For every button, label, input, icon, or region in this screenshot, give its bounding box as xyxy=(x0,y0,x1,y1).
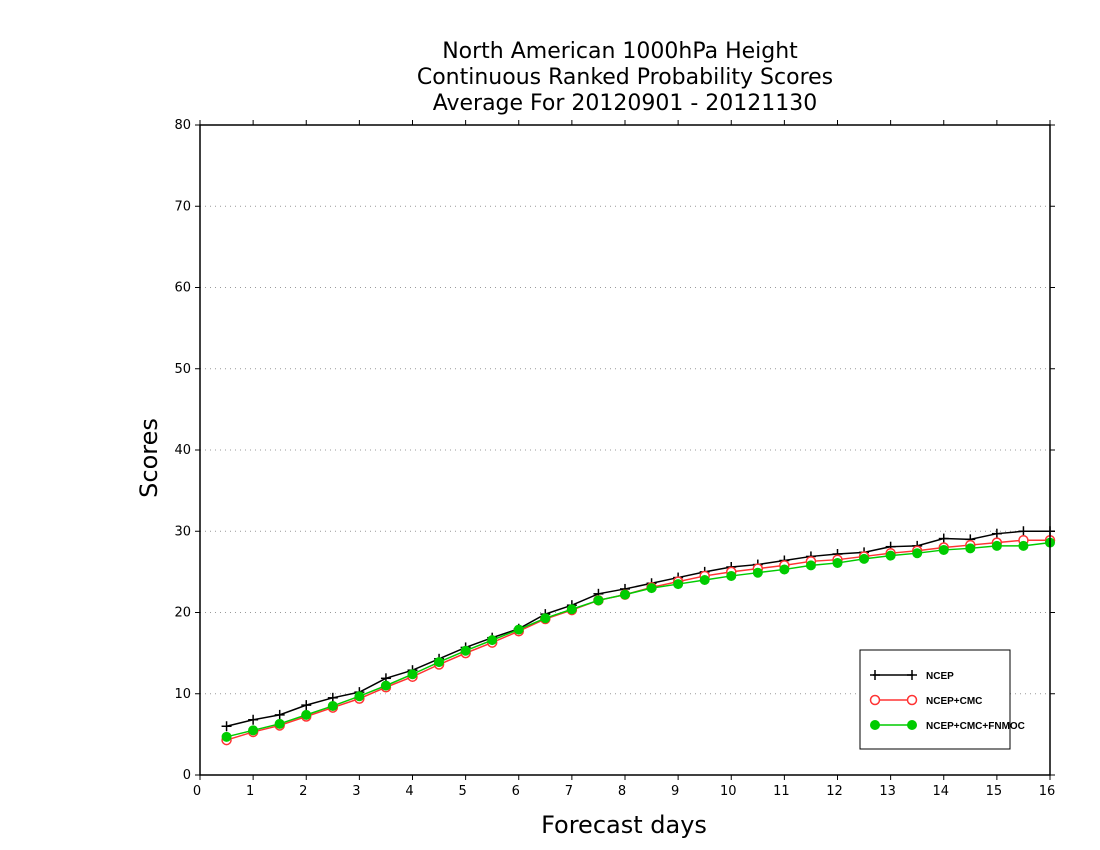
x-tick-label: 8 xyxy=(618,784,626,799)
x-tick-label: 0 xyxy=(193,784,201,799)
x-tick-label: 10 xyxy=(720,784,737,799)
legend-marker xyxy=(870,720,880,730)
x-tick-label: 3 xyxy=(352,784,360,799)
x-tick-label: 4 xyxy=(405,784,413,799)
data-point-ncep-cmc-fnmoc xyxy=(646,583,657,594)
data-point-ncep-cmc-fnmoc xyxy=(938,544,949,555)
y-axis-label: Scores xyxy=(135,418,163,498)
data-point-ncep-cmc-fnmoc xyxy=(805,560,816,571)
data-point-ncep xyxy=(938,533,949,544)
series-layer xyxy=(221,526,1056,746)
data-point-ncep-cmc-fnmoc xyxy=(327,700,338,711)
data-point-ncep-cmc-fnmoc xyxy=(965,543,976,554)
legend-label: NCEP xyxy=(926,671,954,682)
data-point-ncep-cmc-fnmoc xyxy=(752,567,763,578)
data-point-ncep-cmc-fnmoc xyxy=(1018,540,1029,551)
x-tick-label: 9 xyxy=(671,784,679,799)
data-point-ncep-cmc-fnmoc xyxy=(726,570,737,581)
x-tick-label: 13 xyxy=(879,784,896,799)
data-point-ncep-cmc-fnmoc xyxy=(991,540,1002,551)
y-tick-label: 30 xyxy=(174,524,191,539)
y-tick-label: 70 xyxy=(174,199,191,214)
legend-label: NCEP+CMC xyxy=(926,696,982,707)
series-ncep-cmc-fnmoc xyxy=(221,537,1055,742)
data-point-ncep-cmc-fnmoc xyxy=(354,691,365,702)
data-point-ncep xyxy=(248,714,259,725)
x-tick-label: 5 xyxy=(458,784,466,799)
data-point-ncep-cmc-fnmoc xyxy=(434,657,445,668)
data-point-ncep-cmc-fnmoc xyxy=(620,589,630,600)
legend-label: NCEP+CMC+FNMOC xyxy=(926,721,1025,732)
x-tick-label: 16 xyxy=(1039,784,1056,799)
legend-marker xyxy=(907,720,917,730)
legend-item-ncep: NCEP xyxy=(870,670,954,682)
chart-title: North American 1000hPa Height Continuous… xyxy=(417,39,833,116)
title-line-1: North American 1000hPa Height xyxy=(442,39,798,64)
legend: NCEP NCEP+CMC NCEP+CMC+FNMOC xyxy=(859,649,1025,750)
y-tick-label: 10 xyxy=(174,687,191,702)
data-point-ncep-cmc-fnmoc xyxy=(274,718,285,729)
data-point-ncep-cmc-fnmoc xyxy=(885,550,896,561)
data-point-ncep-cmc-fnmoc xyxy=(859,553,870,564)
data-point-ncep-cmc-fnmoc xyxy=(699,575,710,585)
data-point-ncep xyxy=(274,709,285,720)
x-tick-label: 1 xyxy=(246,784,254,799)
legend-item-ncep-cmc: NCEP+CMC xyxy=(869,694,982,707)
x-tick-label: 11 xyxy=(773,784,790,799)
title-line-3: Average For 20120901 - 20121130 xyxy=(433,91,818,116)
legend-marker xyxy=(907,670,917,680)
y-tick-label: 50 xyxy=(174,362,191,377)
data-point-ncep-cmc-fnmoc xyxy=(779,564,790,575)
data-point-ncep xyxy=(221,721,232,732)
data-point-ncep-cmc-fnmoc xyxy=(248,725,259,736)
gridlines xyxy=(200,205,1050,695)
legend-marker xyxy=(870,670,880,680)
data-point-ncep-cmc-fnmoc xyxy=(673,579,684,590)
x-tick-label: 2 xyxy=(299,784,307,799)
x-tick-label: 14 xyxy=(932,784,949,799)
data-point-ncep xyxy=(301,700,312,711)
data-point-ncep-cmc-fnmoc xyxy=(912,548,923,559)
data-point-ncep-cmc-fnmoc xyxy=(407,669,418,680)
title-line-2: Continuous Ranked Probability Scores xyxy=(417,65,833,90)
data-point-ncep-cmc-fnmoc xyxy=(380,680,391,691)
data-point-ncep-cmc-fnmoc xyxy=(832,557,843,568)
data-point-ncep-cmc-fnmoc xyxy=(593,595,604,606)
y-tick-label: 80 xyxy=(174,118,191,133)
x-tick-label: 7 xyxy=(565,784,573,799)
data-point-ncep-cmc-fnmoc xyxy=(301,709,312,720)
data-point-ncep-cmc-fnmoc xyxy=(460,645,471,656)
legend-marker xyxy=(906,694,918,706)
y-tick-label: 60 xyxy=(174,281,191,296)
y-tick-label: 40 xyxy=(174,443,191,458)
data-point-ncep xyxy=(1018,526,1029,537)
y-tick-label: 20 xyxy=(174,606,191,621)
y-tick-label: 0 xyxy=(183,768,191,783)
legend-marker xyxy=(869,694,881,706)
x-tick-label: 12 xyxy=(826,784,843,799)
data-point-ncep-cmc-fnmoc xyxy=(566,604,577,615)
data-point-ncep xyxy=(991,528,1002,539)
legend-item-ncep-cmc-fnmoc: NCEP+CMC+FNMOC xyxy=(870,720,1025,732)
data-point-ncep-cmc-fnmoc xyxy=(540,613,551,624)
x-tick-label: 15 xyxy=(986,784,1003,799)
data-point-ncep-cmc-fnmoc xyxy=(487,635,498,646)
x-axis-label: Forecast days xyxy=(541,811,707,839)
data-point-ncep-cmc-fnmoc xyxy=(221,731,232,742)
x-tick-label: 6 xyxy=(512,784,520,799)
data-point-ncep-cmc-fnmoc xyxy=(513,624,524,635)
